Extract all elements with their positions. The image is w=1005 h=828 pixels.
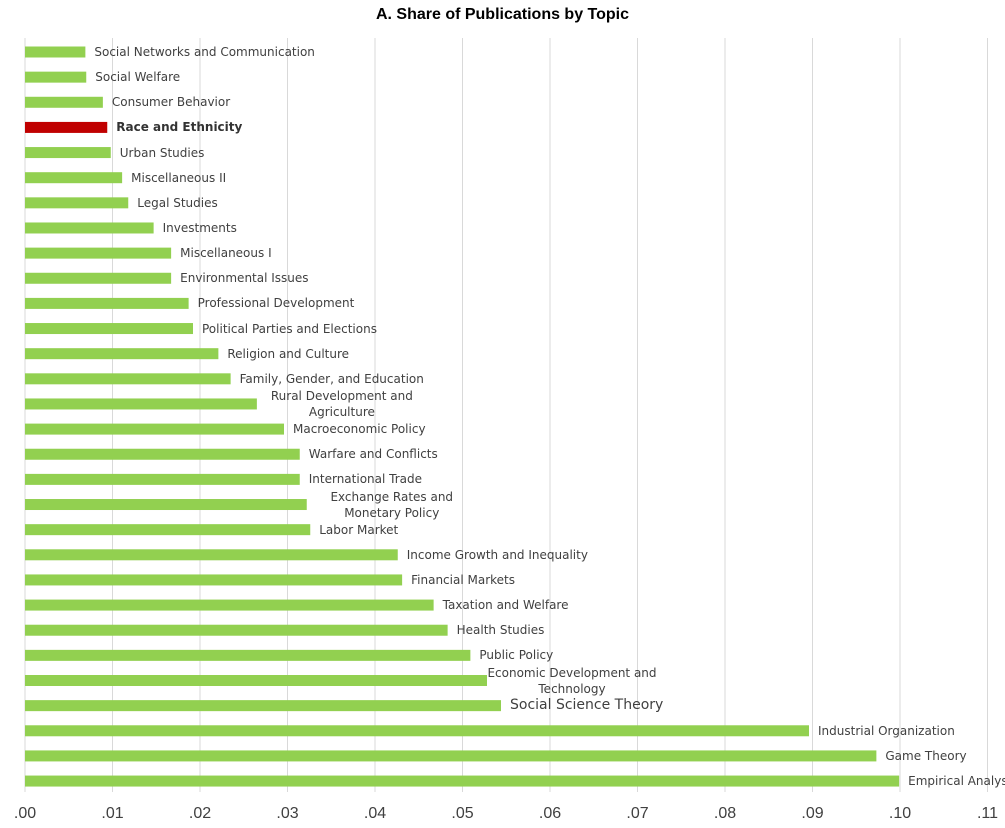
- bar-label: Professional Development: [197, 296, 355, 311]
- bar-label: Legal Studies: [137, 195, 218, 210]
- bar-label: Empirical Analysis: [908, 774, 1005, 789]
- bar-label: Social Networks and Communication: [94, 45, 315, 59]
- x-tick-label: .05: [451, 805, 474, 822]
- x-tick-label: .04: [363, 805, 387, 822]
- x-tick-label: .08: [713, 805, 737, 822]
- bar: [25, 348, 219, 360]
- x-tick-label: .11: [976, 805, 999, 822]
- bar-label: Social Welfare: [95, 70, 181, 85]
- bar-label: Financial Markets: [411, 572, 515, 587]
- bar: [25, 549, 398, 561]
- x-tick-label: .03: [276, 805, 299, 822]
- bar-label: Religion and Culture: [227, 346, 350, 361]
- bar: [25, 675, 487, 686]
- x-tick-label: .02: [188, 805, 212, 822]
- bar-label: Income Growth and Inequality: [406, 547, 588, 562]
- bar: [25, 649, 471, 661]
- bar: [25, 46, 86, 58]
- bar: [25, 574, 403, 586]
- bar-label: Public Policy: [479, 648, 554, 663]
- x-tick-label: .07: [626, 805, 649, 822]
- bar: [25, 121, 108, 133]
- bar: [25, 775, 900, 787]
- bar: [25, 222, 154, 234]
- bar-label: Health Studies: [456, 623, 545, 638]
- bar: [25, 172, 123, 184]
- bar-label: Miscellaneous I: [180, 246, 272, 261]
- bar: [25, 599, 434, 611]
- bar-label: Social Science Theory: [510, 696, 664, 713]
- bar: [25, 524, 311, 536]
- x-tick-label: .09: [801, 805, 824, 822]
- chart-title: A. Share of Publications by Topic: [375, 6, 630, 23]
- bar-label: Consumer Behavior: [111, 95, 231, 110]
- bar: [25, 323, 193, 335]
- bar: [25, 96, 103, 108]
- bar-label: International Trade: [308, 472, 423, 487]
- bar-label: Exchange Rates and Monetary Policy: [330, 489, 454, 520]
- bar: [25, 147, 111, 159]
- bar: [25, 373, 231, 385]
- bar: [25, 272, 172, 284]
- bar: [25, 297, 189, 309]
- bar: [25, 473, 300, 485]
- bar: [25, 750, 877, 762]
- x-tick-label: .00: [13, 805, 37, 822]
- bar-label: Race and Ethnicity: [116, 120, 243, 135]
- bar-label: Environmental Issues: [180, 271, 309, 286]
- x-tick-label: .06: [538, 805, 562, 822]
- bar-label: Rural Development and Agriculture: [270, 388, 413, 419]
- bar: [25, 197, 129, 209]
- bar-label: Labor Market: [319, 522, 399, 537]
- bar-label: Taxation and Welfare: [442, 598, 569, 613]
- bar: [25, 499, 307, 511]
- bar-label: Game Theory: [885, 748, 967, 763]
- bar-label: Industrial Organization: [818, 723, 955, 738]
- bar-label: Warfare and Conflicts: [308, 447, 438, 462]
- bar-label: Macroeconomic Policy: [293, 422, 426, 437]
- bar-label: Miscellaneous II: [131, 170, 227, 185]
- bar: [25, 624, 448, 636]
- x-tick-label: .10: [888, 805, 912, 822]
- bar-label: Urban Studies: [119, 145, 205, 160]
- bar-label: Political Parties and Elections: [202, 321, 377, 336]
- bar: [25, 700, 501, 712]
- bar: [25, 247, 172, 259]
- bar: [25, 725, 809, 737]
- bar: [25, 398, 257, 410]
- bar-label: Investments: [162, 220, 237, 235]
- x-tick-label: .01: [101, 805, 124, 822]
- bar: [25, 423, 284, 435]
- bar: [25, 71, 87, 83]
- bar: [25, 448, 300, 460]
- bar-label: Family, Gender, and Education: [239, 371, 424, 386]
- bar-label: Economic Development and Technology: [487, 665, 657, 696]
